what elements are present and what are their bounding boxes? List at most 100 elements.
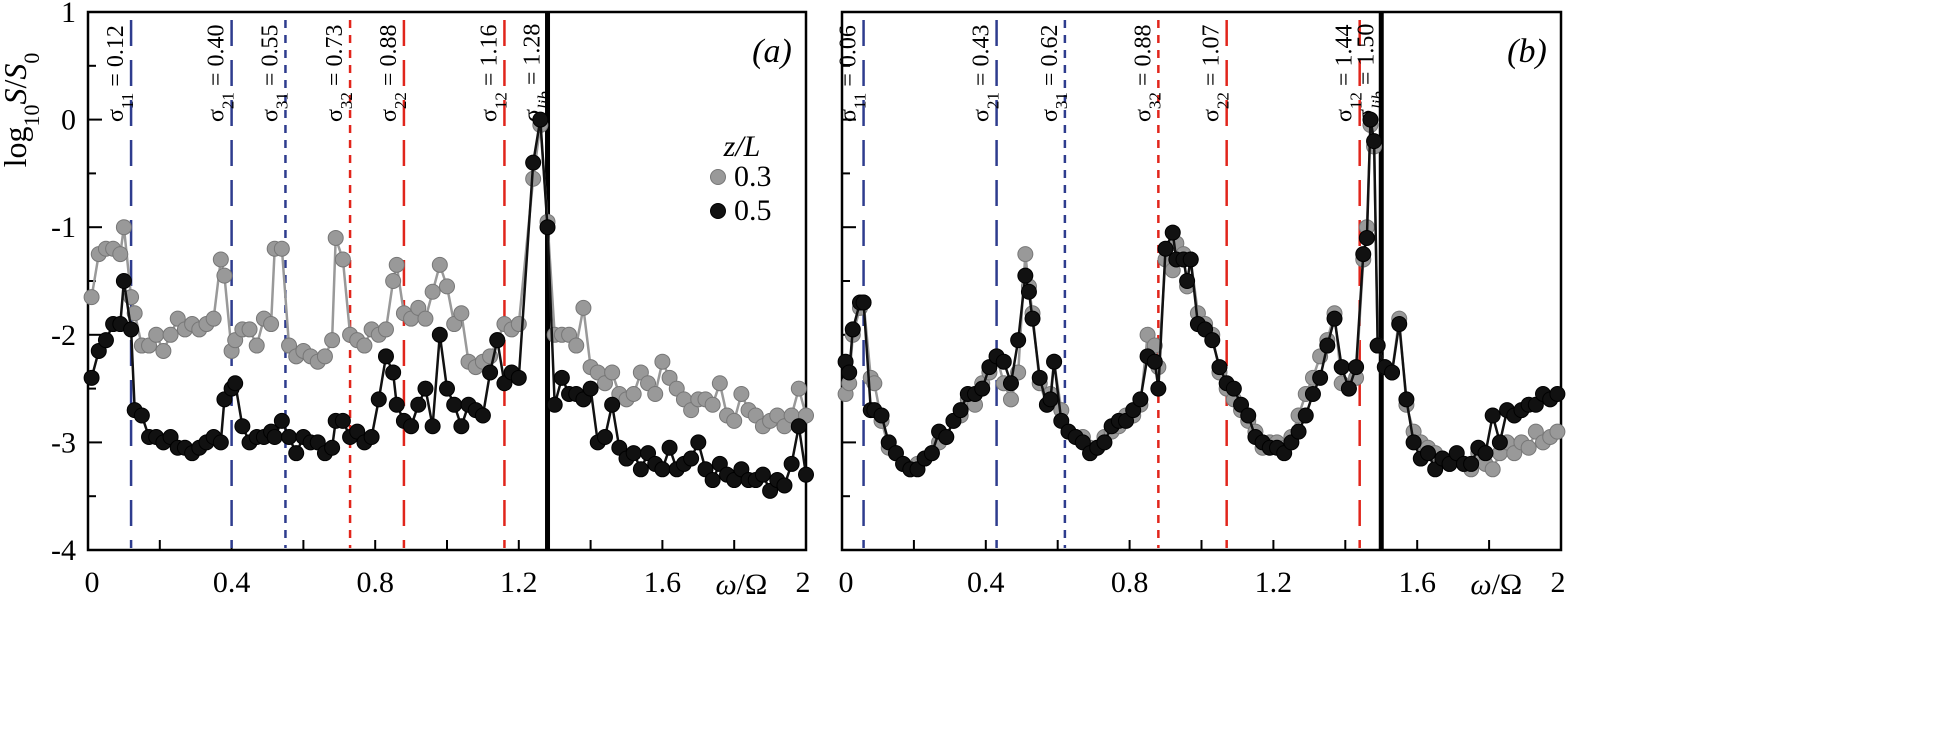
- data-point-0.5: [1146, 353, 1163, 370]
- data-point-0.5: [683, 450, 700, 467]
- data-point-0.5: [1204, 332, 1221, 349]
- data-point-0.5: [1024, 310, 1041, 327]
- data-point-0.5: [596, 429, 613, 446]
- data-point-0.5: [439, 380, 455, 397]
- data-point-0.5: [234, 418, 251, 435]
- data-point-0.3: [704, 396, 721, 413]
- data-point-0.3: [112, 246, 129, 263]
- data-point-0.3: [866, 375, 883, 392]
- data-point-0.5: [410, 396, 427, 413]
- data-point-0.5: [995, 353, 1012, 370]
- x-tick-label: 1.2: [500, 566, 538, 599]
- data-point-0.5: [1549, 385, 1566, 402]
- vline-label: σ32 = 0.88: [1130, 25, 1164, 122]
- data-point-0.3: [1017, 246, 1034, 263]
- data-point-0.5: [1369, 337, 1386, 354]
- data-point-0.3: [417, 310, 434, 327]
- data-point-0.5: [1366, 133, 1383, 150]
- data-point-0.5: [783, 455, 800, 472]
- data-point-0.5: [873, 407, 890, 424]
- data-point-0.3: [1002, 391, 1019, 408]
- panel-b: 0 0.4 0.8 1.2 1.6 2 ω/Ω σ11 = 0.06 σ21 = 0.43 σ31…: [836, 10, 1566, 601]
- data-point-0.3: [625, 385, 642, 402]
- data-point-0.5: [625, 445, 642, 462]
- data-point-0.5: [133, 407, 150, 424]
- vline-label: σlib = 1.28: [520, 24, 554, 122]
- data-point-0.5: [424, 418, 441, 435]
- data-point-0.3: [575, 299, 592, 316]
- data-point-0.3: [126, 305, 143, 322]
- data-point-0.5: [1132, 391, 1149, 408]
- data-point-0.5: [1319, 337, 1336, 354]
- data-point-0.5: [582, 380, 599, 397]
- y-tick-label: -1: [51, 211, 76, 244]
- data-point-0.5: [704, 472, 721, 489]
- data-point-0.5: [952, 402, 969, 419]
- data-point-0.5: [1240, 407, 1257, 424]
- data-point-0.5: [1398, 391, 1415, 408]
- data-point-0.5: [388, 396, 405, 413]
- vline-label: σ22 = 0.88: [376, 25, 410, 122]
- data-point-0.5: [1002, 375, 1019, 392]
- data-point-0.5: [841, 364, 858, 381]
- data-point-0.5: [553, 369, 570, 386]
- data-point-0.3: [148, 326, 165, 343]
- data-point-0.5: [1020, 283, 1037, 300]
- data-point-0.3: [654, 353, 671, 370]
- data-point-0.5: [604, 396, 621, 413]
- data-point-0.3: [711, 375, 728, 392]
- y-tick-label: -3: [51, 426, 76, 459]
- y-tick-label: -2: [51, 319, 76, 352]
- data-point-0.5: [1297, 407, 1314, 424]
- data-point-0.5: [798, 466, 814, 483]
- data-point-0.5: [431, 326, 448, 343]
- data-point-0.3: [212, 251, 229, 268]
- y-axis-title: log10S/S0: [0, 53, 44, 168]
- legend-label-0.3: 0.3: [734, 160, 772, 193]
- data-point-0.3: [385, 273, 402, 289]
- legend-marker-0.5: [710, 203, 726, 219]
- data-point-0.5: [546, 396, 563, 413]
- data-point-0.3: [1484, 461, 1501, 478]
- data-point-0.3: [334, 251, 351, 268]
- data-point-0.5: [632, 461, 649, 478]
- x-axis-title: ω/Ω: [715, 568, 767, 601]
- x-tick-label: 2: [1551, 566, 1566, 599]
- vline-label: σ12 = 1.16: [476, 25, 510, 122]
- vline-label: σ21 = 0.40: [204, 25, 238, 122]
- data-point-0.5: [1340, 380, 1357, 397]
- data-point-0.3: [248, 337, 265, 354]
- panel-tag: (a): [752, 33, 792, 70]
- data-point-0.5: [1405, 434, 1422, 451]
- data-point-0.5: [446, 396, 463, 413]
- data-point-0.5: [510, 369, 527, 386]
- data-point-0.3: [316, 348, 333, 365]
- data-point-0.3: [431, 256, 448, 273]
- data-point-0.5: [1096, 434, 1113, 451]
- data-point-0.3: [273, 240, 290, 257]
- data-point-0.5: [938, 429, 955, 446]
- data-point-0.5: [212, 434, 229, 451]
- data-point-0.5: [1182, 251, 1199, 268]
- data-point-0.3: [83, 289, 100, 306]
- data-point-0.5: [754, 466, 771, 483]
- data-point-0.5: [403, 418, 420, 435]
- vline-label: σ31 = 0.55: [257, 25, 291, 122]
- data-point-0.5: [661, 439, 678, 456]
- data-point-0.5: [1362, 111, 1379, 128]
- data-point-0.3: [241, 321, 258, 338]
- data-point-0.5: [453, 418, 470, 435]
- data-point-0.3: [647, 385, 664, 402]
- data-point-0.5: [115, 273, 132, 289]
- x-tick-label: 0.4: [967, 566, 1005, 599]
- data-point-0.3: [510, 316, 527, 333]
- vline-label: σ11 = 0.06: [836, 25, 870, 122]
- data-point-0.3: [388, 256, 405, 273]
- data-point-0.5: [1290, 423, 1307, 440]
- data-point-0.3: [604, 364, 621, 381]
- x-tick-label: 1.6: [1398, 566, 1436, 599]
- data-point-0.5: [1348, 359, 1365, 376]
- data-point-0.5: [281, 429, 298, 446]
- data-point-0.5: [385, 364, 402, 381]
